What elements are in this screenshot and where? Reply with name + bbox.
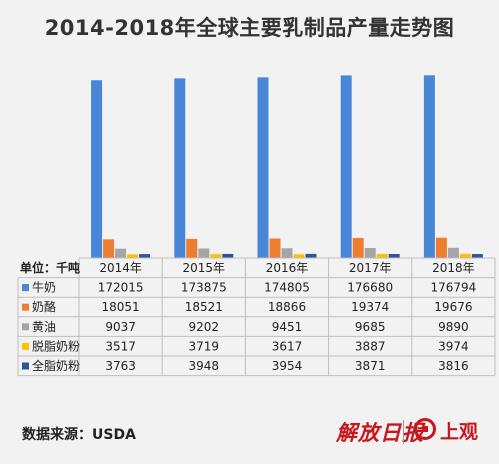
data-label-2-2: 18521 xyxy=(185,300,223,314)
data-label-4-1: 3517 xyxy=(105,339,136,353)
bar-1-3 xyxy=(257,77,269,258)
data-label-2-4: 19374 xyxy=(351,300,389,314)
bar-2-4 xyxy=(352,237,364,258)
bar-2-3 xyxy=(269,238,281,258)
chart-title: 2014-2018年全球主要乳制品产量走势图 xyxy=(44,16,455,40)
legend-label-5: 全脂奶粉 xyxy=(32,358,80,373)
bar-5-2 xyxy=(222,253,234,258)
data-label-1-5: 176794 xyxy=(430,281,476,295)
data-label-5-1: 3763 xyxy=(105,359,136,373)
bar-3-4 xyxy=(364,247,376,258)
data-label-5-4: 3871 xyxy=(355,359,386,373)
bar-4-5 xyxy=(459,253,471,258)
legend-label-1: 牛奶 xyxy=(32,280,56,295)
bar-3-2 xyxy=(198,248,210,258)
bar-2-5 xyxy=(435,237,447,258)
logo-divider xyxy=(403,420,404,444)
bar-1-5 xyxy=(423,75,435,258)
data-label-3-3: 9451 xyxy=(272,320,303,334)
legend-swatch-2 xyxy=(22,303,29,311)
bar-5-1 xyxy=(139,254,151,258)
bar-1-2 xyxy=(174,78,186,259)
bar-2-1 xyxy=(103,239,115,258)
logo-jiefang-daily: 解放日报 xyxy=(336,420,424,445)
data-label-3-5: 9890 xyxy=(438,320,469,334)
data-label-4-4: 3887 xyxy=(355,339,386,353)
logo-shangguan: 上观 xyxy=(440,421,479,443)
data-label-2-5: 19676 xyxy=(434,300,472,314)
data-label-5-2: 3948 xyxy=(189,359,220,373)
data-label-5-5: 3816 xyxy=(438,359,469,373)
legend-swatch-3 xyxy=(22,323,29,331)
data-label-3-4: 9685 xyxy=(355,320,386,334)
bar-2-2 xyxy=(186,238,198,258)
bar-1-1 xyxy=(91,80,103,259)
tick-label-5: 2018年 xyxy=(432,261,475,275)
bar-5-4 xyxy=(388,253,400,258)
bar-5-3 xyxy=(305,253,317,258)
data-label-1-3: 174805 xyxy=(264,281,310,295)
legend-swatch-5 xyxy=(22,362,29,370)
legend-label-2: 奶酪 xyxy=(32,299,56,314)
tick-label-4: 2017年 xyxy=(349,261,392,275)
bar-4-2 xyxy=(210,254,222,258)
legend-swatch-1 xyxy=(22,284,29,292)
data-label-4-5: 3974 xyxy=(438,339,469,353)
data-label-3-2: 9202 xyxy=(189,320,220,334)
tick-label-2: 2015年 xyxy=(183,261,226,275)
data-label-2-1: 18051 xyxy=(102,300,140,314)
bar-4-3 xyxy=(293,254,305,258)
data-label-1-4: 176680 xyxy=(347,281,393,295)
data-label-4-2: 3719 xyxy=(189,339,220,353)
bar-3-1 xyxy=(115,248,127,258)
shangguan-logo-icon xyxy=(414,418,436,440)
bar-3-5 xyxy=(447,247,459,258)
data-label-3-1: 9037 xyxy=(105,320,136,334)
data-label-1-2: 173875 xyxy=(181,281,227,295)
bar-5-5 xyxy=(471,254,483,258)
data-label-1-1: 172015 xyxy=(98,281,144,295)
data-label-4-3: 3617 xyxy=(272,339,303,353)
bar-4-1 xyxy=(127,254,139,258)
legend-swatch-4 xyxy=(22,342,29,350)
unit-label: 单位：千吨 xyxy=(20,260,80,275)
data-source: 数据来源：USDA xyxy=(22,427,136,443)
tick-label-1: 2014年 xyxy=(99,261,142,275)
tick-label-3: 2016年 xyxy=(266,261,309,275)
data-label-2-3: 18866 xyxy=(268,300,306,314)
legend-label-3: 黄油 xyxy=(32,320,56,334)
bar-4-4 xyxy=(376,253,388,258)
bar-3-3 xyxy=(281,248,293,258)
data-label-5-3: 3954 xyxy=(272,359,303,373)
bar-1-4 xyxy=(340,75,352,258)
legend-label-4: 脱脂奶粉 xyxy=(32,338,80,353)
